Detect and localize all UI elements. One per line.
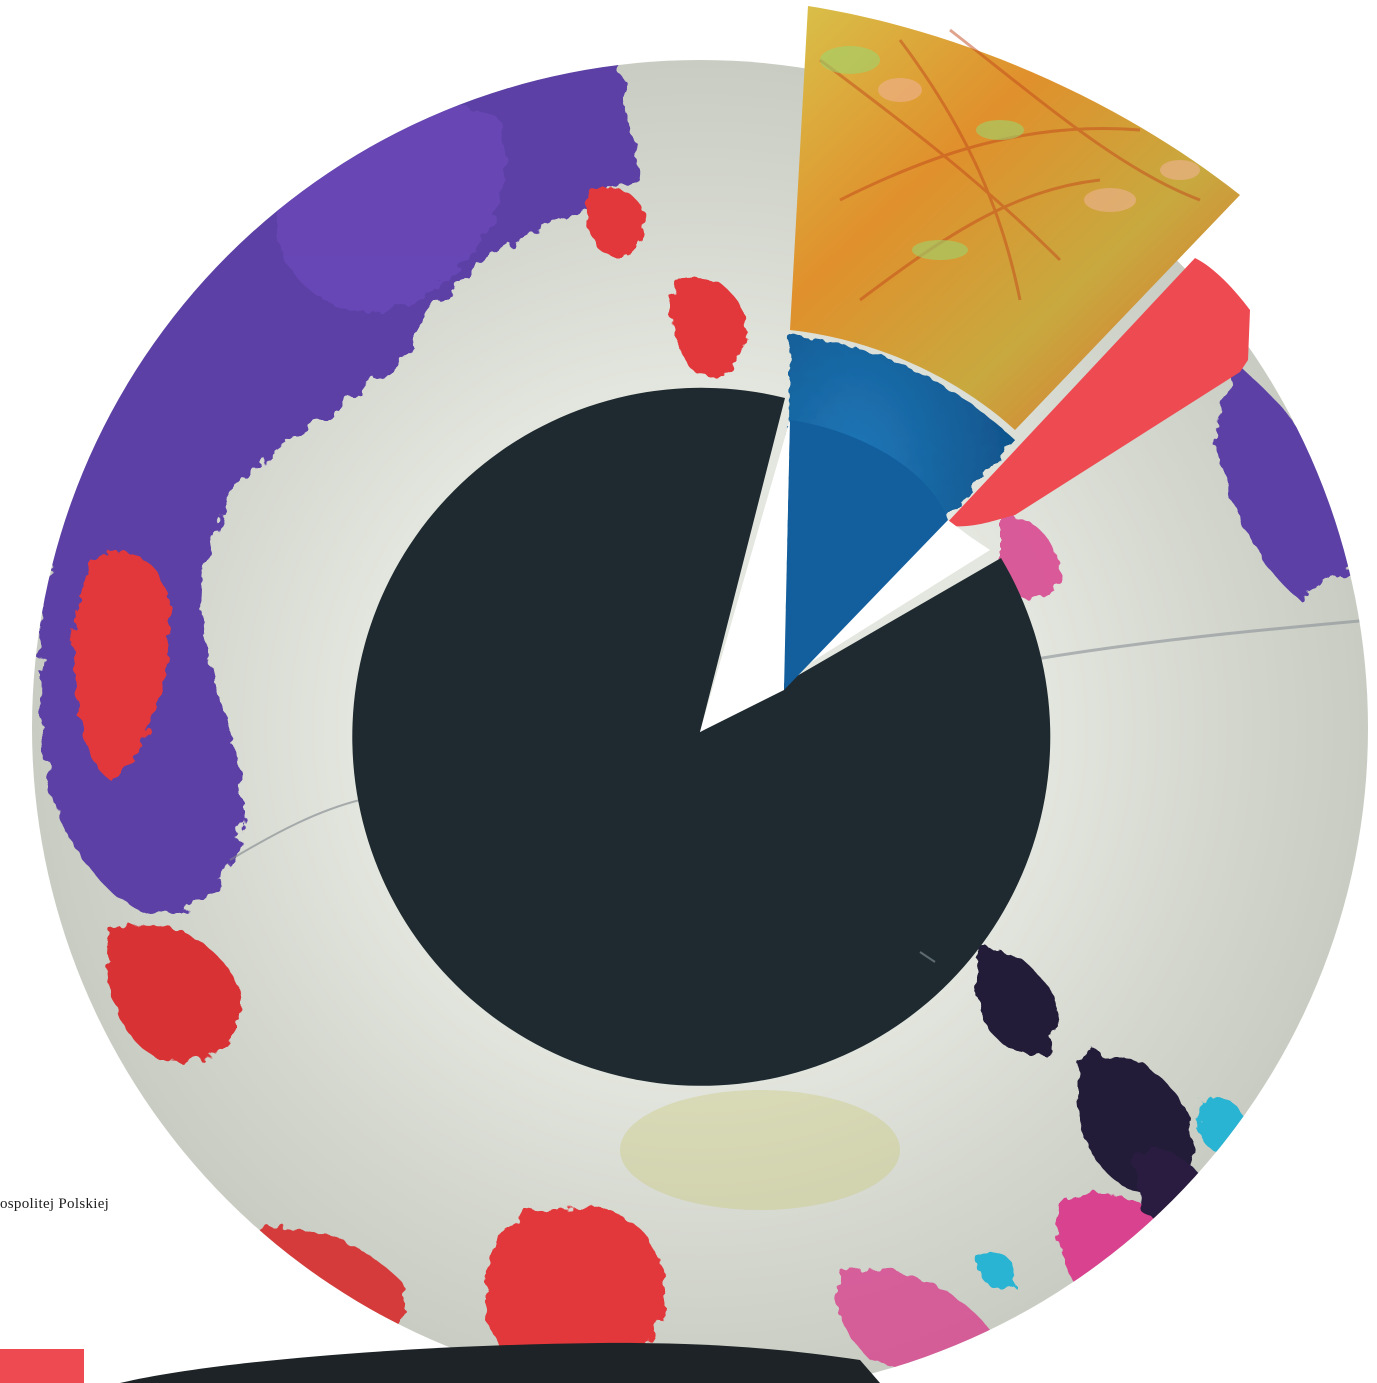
red-region bbox=[107, 923, 242, 1062]
fan-texture bbox=[819, 28, 1201, 302]
white-wedge bbox=[700, 420, 790, 732]
red-region bbox=[73, 552, 170, 780]
dark-blob bbox=[974, 948, 1060, 1053]
fan-texture bbox=[878, 78, 1200, 212]
yellow-wash bbox=[620, 1090, 900, 1210]
coral-segment bbox=[945, 258, 1250, 527]
crease-line bbox=[1029, 618, 1368, 662]
bottom-dark-band bbox=[120, 1342, 880, 1383]
center-disc bbox=[352, 387, 1051, 1086]
pink-region bbox=[1056, 1193, 1190, 1308]
blue-segment bbox=[784, 420, 948, 690]
fan-texture bbox=[820, 46, 1024, 260]
disc-mark bbox=[919, 951, 936, 963]
pink-region bbox=[836, 1268, 990, 1370]
coral-block bbox=[0, 1349, 84, 1383]
purple-region bbox=[1215, 360, 1365, 600]
cyan-region bbox=[975, 1251, 1016, 1289]
caption-text: ospolitej Polskiej bbox=[0, 1196, 110, 1212]
pink-region bbox=[1000, 518, 1060, 599]
red-region bbox=[670, 278, 746, 378]
red-blob-bottom bbox=[484, 1206, 666, 1380]
red-region bbox=[585, 187, 646, 257]
crease-line bbox=[229, 799, 361, 861]
